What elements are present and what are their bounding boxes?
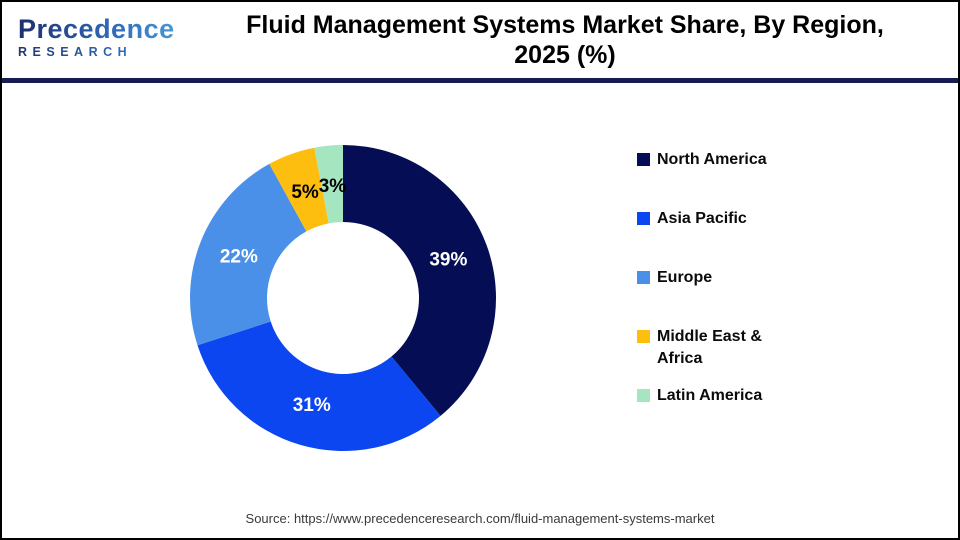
donut-slice-asia-pacific — [197, 321, 441, 451]
chart-title-line1: Fluid Management Systems Market Share, B… — [246, 11, 884, 39]
donut-chart: 39% 31% 22% 5% 3% — [190, 145, 496, 451]
legend-item-north-america: North America — [637, 149, 789, 171]
legend-swatch-europe — [637, 271, 650, 284]
legend-label: North America — [657, 151, 767, 168]
donut-slice-north-america — [343, 145, 496, 416]
slice-label: 3% — [319, 176, 347, 197]
donut-slice-middle-east-africa — [269, 147, 329, 232]
logo-wordmark: Precedence — [18, 14, 182, 44]
slice-label: 39% — [429, 250, 467, 271]
legend-item-asia-pacific: Asia Pacific — [637, 208, 789, 230]
legend-swatch-north-america — [637, 153, 650, 166]
header: Precedence RESEARCH Fluid Management Sys… — [2, 2, 958, 78]
legend-swatch-asia-pacific — [637, 212, 650, 225]
slice-label: 31% — [293, 395, 331, 416]
logo-subtext: RESEARCH — [18, 45, 182, 59]
legend-item-middle-east-africa: Middle East & Africa — [637, 326, 789, 370]
chart-title-line2: 2025 (%) — [514, 41, 616, 69]
slice-label: 5% — [291, 182, 319, 203]
legend-label: Asia Pacific — [657, 210, 747, 227]
chart-area: 39% 31% 22% 5% 3% North America Asia Pacific… — [2, 83, 958, 538]
slice-label: 22% — [220, 246, 258, 267]
logo: Precedence RESEARCH — [2, 2, 182, 78]
donut-slice-europe — [190, 163, 307, 346]
header-divider — [2, 78, 958, 83]
legend-label: Latin America — [657, 387, 763, 404]
legend-label: Europe — [657, 269, 713, 286]
legend-swatch-latin-america — [637, 389, 650, 402]
legend-label: Middle East & Africa — [657, 328, 762, 367]
legend-swatch-middle-east-africa — [637, 330, 650, 343]
legend-item-latin-america: Latin America — [637, 385, 789, 407]
donut-slice-latin-america — [314, 145, 343, 224]
legend-item-europe: Europe — [637, 267, 789, 289]
legend: North America Asia Pacific Europe Middle… — [637, 149, 817, 489]
chart-title: Fluid Management Systems Market Share, B… — [182, 10, 958, 70]
source-text: Source: https://www.precedenceresearch.c… — [245, 511, 715, 526]
logo-leaf-icon — [11, 19, 17, 27]
